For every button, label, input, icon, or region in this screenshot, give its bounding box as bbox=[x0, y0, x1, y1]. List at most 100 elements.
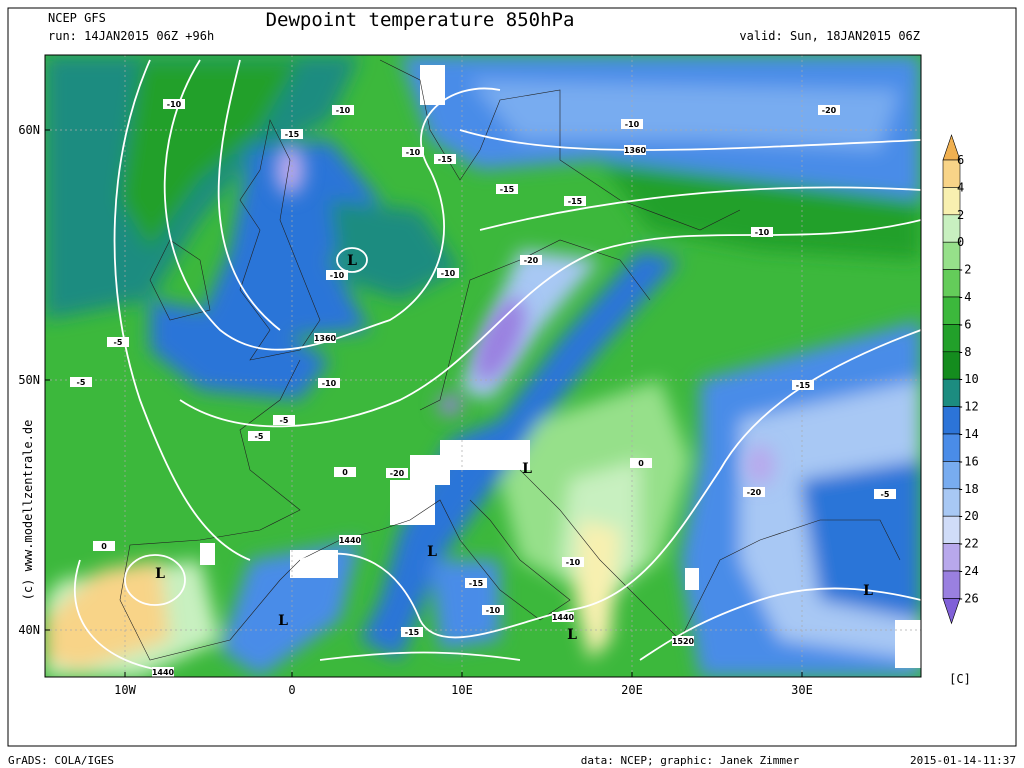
contour-label: -15 bbox=[438, 155, 453, 164]
contour-label: -20 bbox=[524, 256, 539, 265]
lon-label: 30E bbox=[791, 683, 813, 697]
contour-label: 0 bbox=[638, 459, 644, 468]
colorbar: 6 4 2 0 -2 -4 -6 -8 -10 -12 -14 -16 -18 -20 -22 -24 -26 bbox=[942, 134, 979, 625]
contour-label-box bbox=[107, 337, 129, 347]
colorbar-label: -2 bbox=[957, 263, 971, 277]
contour-label-box bbox=[624, 145, 646, 155]
watermark: (c) www.modellzentrale.de bbox=[21, 420, 35, 601]
contour-label-box bbox=[630, 458, 652, 468]
contour-label-box bbox=[339, 535, 361, 545]
contour-label: -20 bbox=[747, 488, 762, 497]
colorbar-label: 2 bbox=[957, 208, 964, 222]
contour-label: -5 bbox=[881, 490, 890, 499]
contour-label: -20 bbox=[390, 469, 405, 478]
contour-label-box bbox=[318, 378, 340, 388]
contour-labels: 136013601440144014401520LLLLLLL-10-10-10… bbox=[70, 99, 896, 677]
lon-label: 10W bbox=[114, 683, 136, 697]
contour-label: -10 bbox=[406, 148, 421, 157]
contour-label-box bbox=[93, 541, 115, 551]
contour-label: -10 bbox=[336, 106, 351, 115]
contour-label: -15 bbox=[796, 381, 811, 390]
colorbar-label: -16 bbox=[957, 454, 979, 468]
colorbar-label: -4 bbox=[957, 290, 971, 304]
contour-label-box bbox=[520, 255, 542, 265]
contour-label: -15 bbox=[405, 628, 420, 637]
contour-label-box bbox=[482, 605, 504, 615]
run-time: run: 14JAN2015 06Z +96h bbox=[48, 29, 214, 43]
colorbar-label: 0 bbox=[957, 235, 964, 249]
contour-label: 1440 bbox=[339, 536, 362, 545]
lat-label: 40N bbox=[18, 623, 40, 637]
contour-label-box bbox=[743, 487, 765, 497]
axes: 60N 50N 40N 10W 0 10E 20E 30E bbox=[18, 123, 813, 697]
contour-label-box bbox=[70, 377, 92, 387]
contour-label-box bbox=[334, 467, 356, 477]
lat-label: 50N bbox=[18, 373, 40, 387]
contour-label: 1360 bbox=[314, 334, 337, 343]
contour-label-box bbox=[621, 119, 643, 129]
contour-label: -5 bbox=[77, 378, 86, 387]
colorbar-label: -24 bbox=[957, 564, 979, 578]
contour-label: -15 bbox=[285, 130, 300, 139]
low-pressure-marker: L bbox=[522, 461, 532, 477]
contour-label-box bbox=[386, 468, 408, 478]
missing-data-patches bbox=[200, 65, 921, 668]
map-frame bbox=[44, 54, 922, 678]
colorbar-label: -8 bbox=[957, 345, 971, 359]
contour-label: -10 bbox=[330, 271, 345, 280]
contour-label-box bbox=[332, 105, 354, 115]
contour-label-box bbox=[792, 380, 814, 390]
contour-label: -15 bbox=[568, 197, 583, 206]
low-pressure-marker: L bbox=[155, 566, 165, 582]
contour-label: 1440 bbox=[552, 613, 575, 622]
lon-label: 20E bbox=[621, 683, 643, 697]
low-pressure-marker: L bbox=[863, 583, 873, 599]
colorbar-label: -6 bbox=[957, 317, 971, 331]
contour-label: 1440 bbox=[152, 668, 175, 677]
colorbar-label: -14 bbox=[957, 427, 979, 441]
contour-label: -10 bbox=[486, 606, 501, 615]
colorbar-label: -26 bbox=[957, 591, 979, 605]
colorbar-label: -12 bbox=[957, 400, 979, 414]
colorbar-label: 4 bbox=[957, 180, 964, 194]
contour-label-box bbox=[564, 196, 586, 206]
contour-label: -10 bbox=[566, 558, 581, 567]
contour-label-box bbox=[437, 268, 459, 278]
footer-left: GrADS: COLA/IGES bbox=[8, 754, 114, 767]
contour-label-box bbox=[874, 489, 896, 499]
colorbar-unit: [C] bbox=[949, 672, 971, 686]
contour-label: -5 bbox=[280, 416, 289, 425]
lon-label: 10E bbox=[451, 683, 473, 697]
contour-label: 0 bbox=[101, 542, 107, 551]
contour-label-box bbox=[672, 636, 694, 646]
graticule bbox=[45, 55, 921, 677]
model-name: NCEP GFS bbox=[48, 11, 106, 25]
contour-label: -10 bbox=[625, 120, 640, 129]
contour-label: -10 bbox=[441, 269, 456, 278]
map-area: 136013601440144014401520LLLLLLL-10-10-10… bbox=[45, 55, 921, 677]
contour-label: -15 bbox=[469, 579, 484, 588]
lat-label: 60N bbox=[18, 123, 40, 137]
contour-label-box bbox=[163, 99, 185, 109]
contour-label-box bbox=[402, 147, 424, 157]
contour-label: -10 bbox=[322, 379, 337, 388]
colorbar-label: -18 bbox=[957, 482, 979, 496]
footer-center: data: NCEP; graphic: Janek Zimmer bbox=[581, 754, 800, 767]
contour-label: 0 bbox=[342, 468, 348, 477]
low-pressure-marker: L bbox=[278, 613, 288, 629]
contour-label-box bbox=[248, 431, 270, 441]
contour-label-box bbox=[751, 227, 773, 237]
contour-label: -10 bbox=[755, 228, 770, 237]
contour-label-box bbox=[552, 612, 574, 622]
contour-label: 1520 bbox=[672, 637, 695, 646]
colorbar-label: 6 bbox=[957, 153, 964, 167]
contour-label-box bbox=[314, 333, 336, 343]
contour-label-box bbox=[152, 667, 174, 677]
contour-label-box bbox=[281, 129, 303, 139]
contour-label-box bbox=[273, 415, 295, 425]
colorbar-label: -22 bbox=[957, 537, 979, 551]
contour-label: -5 bbox=[114, 338, 123, 347]
contour-label: -15 bbox=[500, 185, 515, 194]
